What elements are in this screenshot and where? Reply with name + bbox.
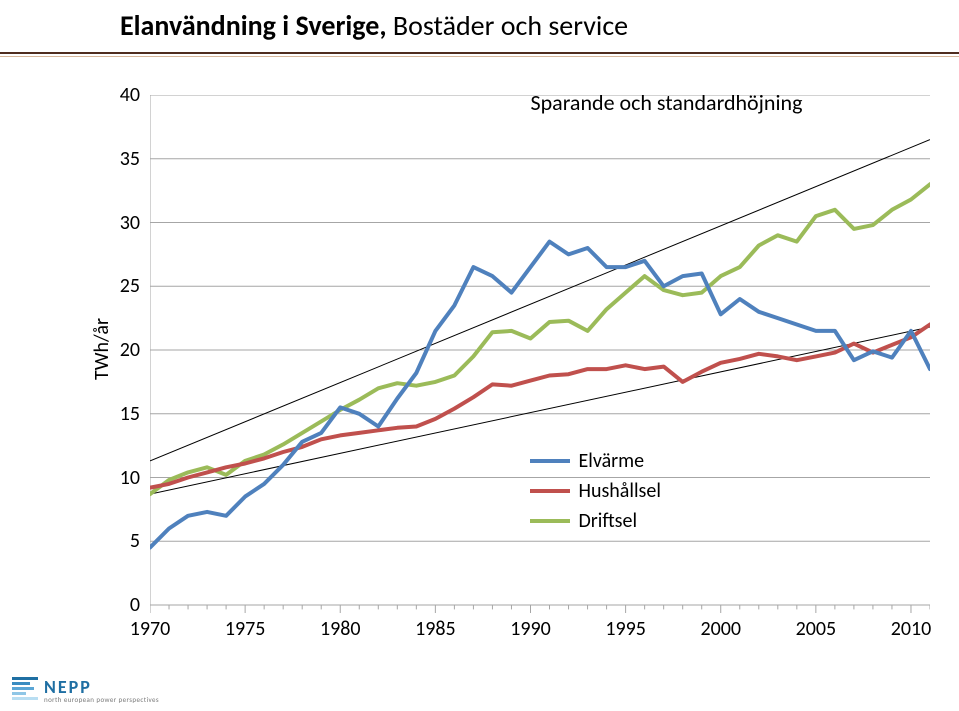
x-tick-label: 1985 [415,617,456,641]
logo-big: NEPP [44,678,159,696]
legend-line-icon [530,519,570,523]
logo-small: north european power perspectives [44,696,159,703]
y-tick-label: 0 [100,593,140,617]
x-tick-label: 1990 [510,617,551,641]
y-axis-label: TWh/år [90,318,114,380]
legend-item: Elvärme [530,446,660,476]
y-tick-label: 25 [100,274,140,298]
title-rule [0,52,959,57]
x-tick-label: 2010 [891,617,932,641]
page-title: Elanvändning i Sverige, Bostäder och ser… [120,8,628,43]
chart-svg [150,95,930,625]
y-tick-label: 5 [100,529,140,553]
legend-label: Elvärme [578,449,644,473]
logo-text: NEPP north european power perspectives [44,678,159,703]
y-tick-label: 15 [100,402,140,426]
x-tick-label: 1980 [320,617,361,641]
footer-logo: NEPP north european power perspectives [12,677,159,703]
x-tick-label: 2000 [700,617,741,641]
y-tick-label: 10 [100,466,140,490]
y-tick-label: 35 [100,147,140,171]
legend-item: Hushållsel [530,476,660,506]
y-tick-label: 30 [100,211,140,235]
legend-line-icon [530,489,570,493]
y-tick-label: 40 [100,83,140,107]
title-rest: Bostäder och service [387,8,629,43]
legend-item: Driftsel [530,506,660,536]
chart: 0510152025303540197019751980198519901995… [150,95,930,625]
logo-mark-icon [12,677,38,703]
x-tick-label: 2005 [796,617,837,641]
legend: Elvärme Hushållsel Driftsel [530,446,660,536]
x-tick-label: 1975 [225,617,266,641]
legend-label: Hushållsel [578,479,660,503]
x-tick-label: 1995 [605,617,646,641]
legend-line-icon [530,459,570,463]
title-bold: Elanvändning i Sverige, [120,8,387,43]
x-tick-label: 1970 [130,617,171,641]
legend-label: Driftsel [578,509,637,533]
chart-subtitle: Sparande och standardhöjning [530,89,802,116]
